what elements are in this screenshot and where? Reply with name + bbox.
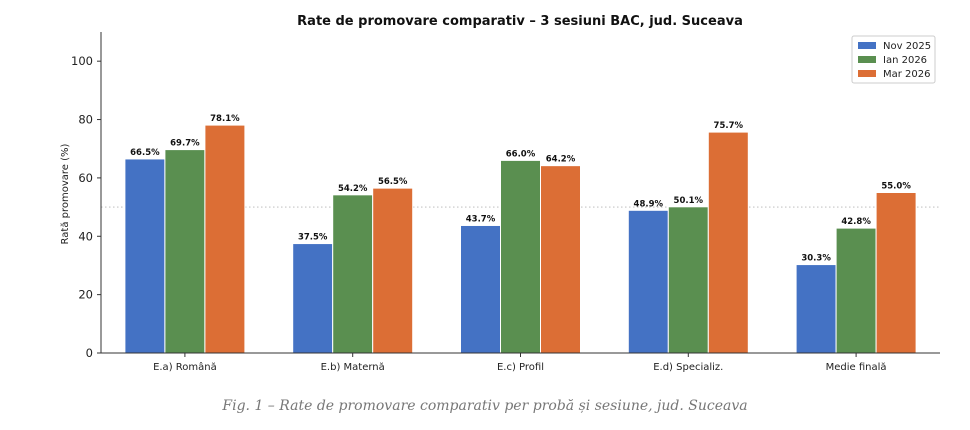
data-label: 64.2%	[546, 155, 576, 165]
x-tick-label: E.d) Specializ.	[653, 362, 723, 373]
bar	[500, 159, 541, 354]
bar	[204, 124, 246, 354]
data-label: 37.5%	[298, 233, 328, 243]
data-label: 42.8%	[841, 217, 871, 227]
bar	[332, 194, 374, 354]
data-label: 69.7%	[170, 139, 200, 149]
data-label: 75.7%	[714, 121, 744, 131]
bar	[667, 206, 709, 354]
bar-chart: Rate de promovare comparativ – 3 sesiuni…	[60, 14, 940, 373]
figure-caption: Fig. 1 – Rate de promovare comparativ pe…	[222, 398, 748, 414]
legend-swatch	[858, 56, 876, 63]
bar	[372, 187, 414, 354]
y-tick-label: 60	[78, 171, 93, 185]
bar	[627, 209, 669, 354]
legend-swatch	[858, 42, 876, 49]
y-tick-label: 100	[71, 54, 93, 68]
bar	[795, 264, 837, 354]
data-label: 43.7%	[466, 214, 496, 224]
y-tick-label: 40	[78, 229, 93, 243]
legend-label: Ian 2026	[883, 55, 927, 66]
y-tick-label: 20	[78, 288, 93, 302]
bar	[540, 165, 581, 354]
bar	[875, 192, 917, 354]
x-tick-label: E.a) Română	[153, 361, 217, 373]
bar	[460, 224, 501, 354]
legend-swatch	[858, 70, 876, 77]
data-label: 54.2%	[338, 184, 368, 194]
y-tick-label: 0	[86, 346, 93, 360]
bar	[835, 227, 877, 354]
data-label: 56.5%	[378, 177, 408, 187]
data-label: 50.1%	[674, 196, 704, 206]
bar	[292, 243, 334, 354]
bar	[124, 158, 166, 354]
data-label: 66.0%	[506, 149, 536, 159]
bar	[707, 131, 749, 354]
bar	[164, 149, 206, 354]
x-tick-label: E.b) Maternă	[321, 362, 385, 373]
legend: Nov 2025 Ian 2026 Mar 2026	[851, 35, 936, 84]
data-label: 30.3%	[801, 254, 831, 264]
chart-title: Rate de promovare comparativ – 3 sesiuni…	[297, 14, 743, 29]
legend-label: Nov 2025	[883, 41, 931, 52]
x-tick-label: E.c) Profil	[497, 362, 544, 373]
data-label: 78.1%	[210, 114, 240, 124]
y-tick-label: 80	[78, 113, 93, 127]
data-label: 55.0%	[881, 182, 911, 192]
data-label: 66.5%	[130, 148, 160, 158]
legend-label: Mar 2026	[883, 69, 931, 80]
x-tick-label: Medie finală	[826, 362, 887, 373]
data-label: 48.9%	[634, 199, 664, 209]
y-axis-label: Rată promovare (%)	[60, 143, 71, 244]
